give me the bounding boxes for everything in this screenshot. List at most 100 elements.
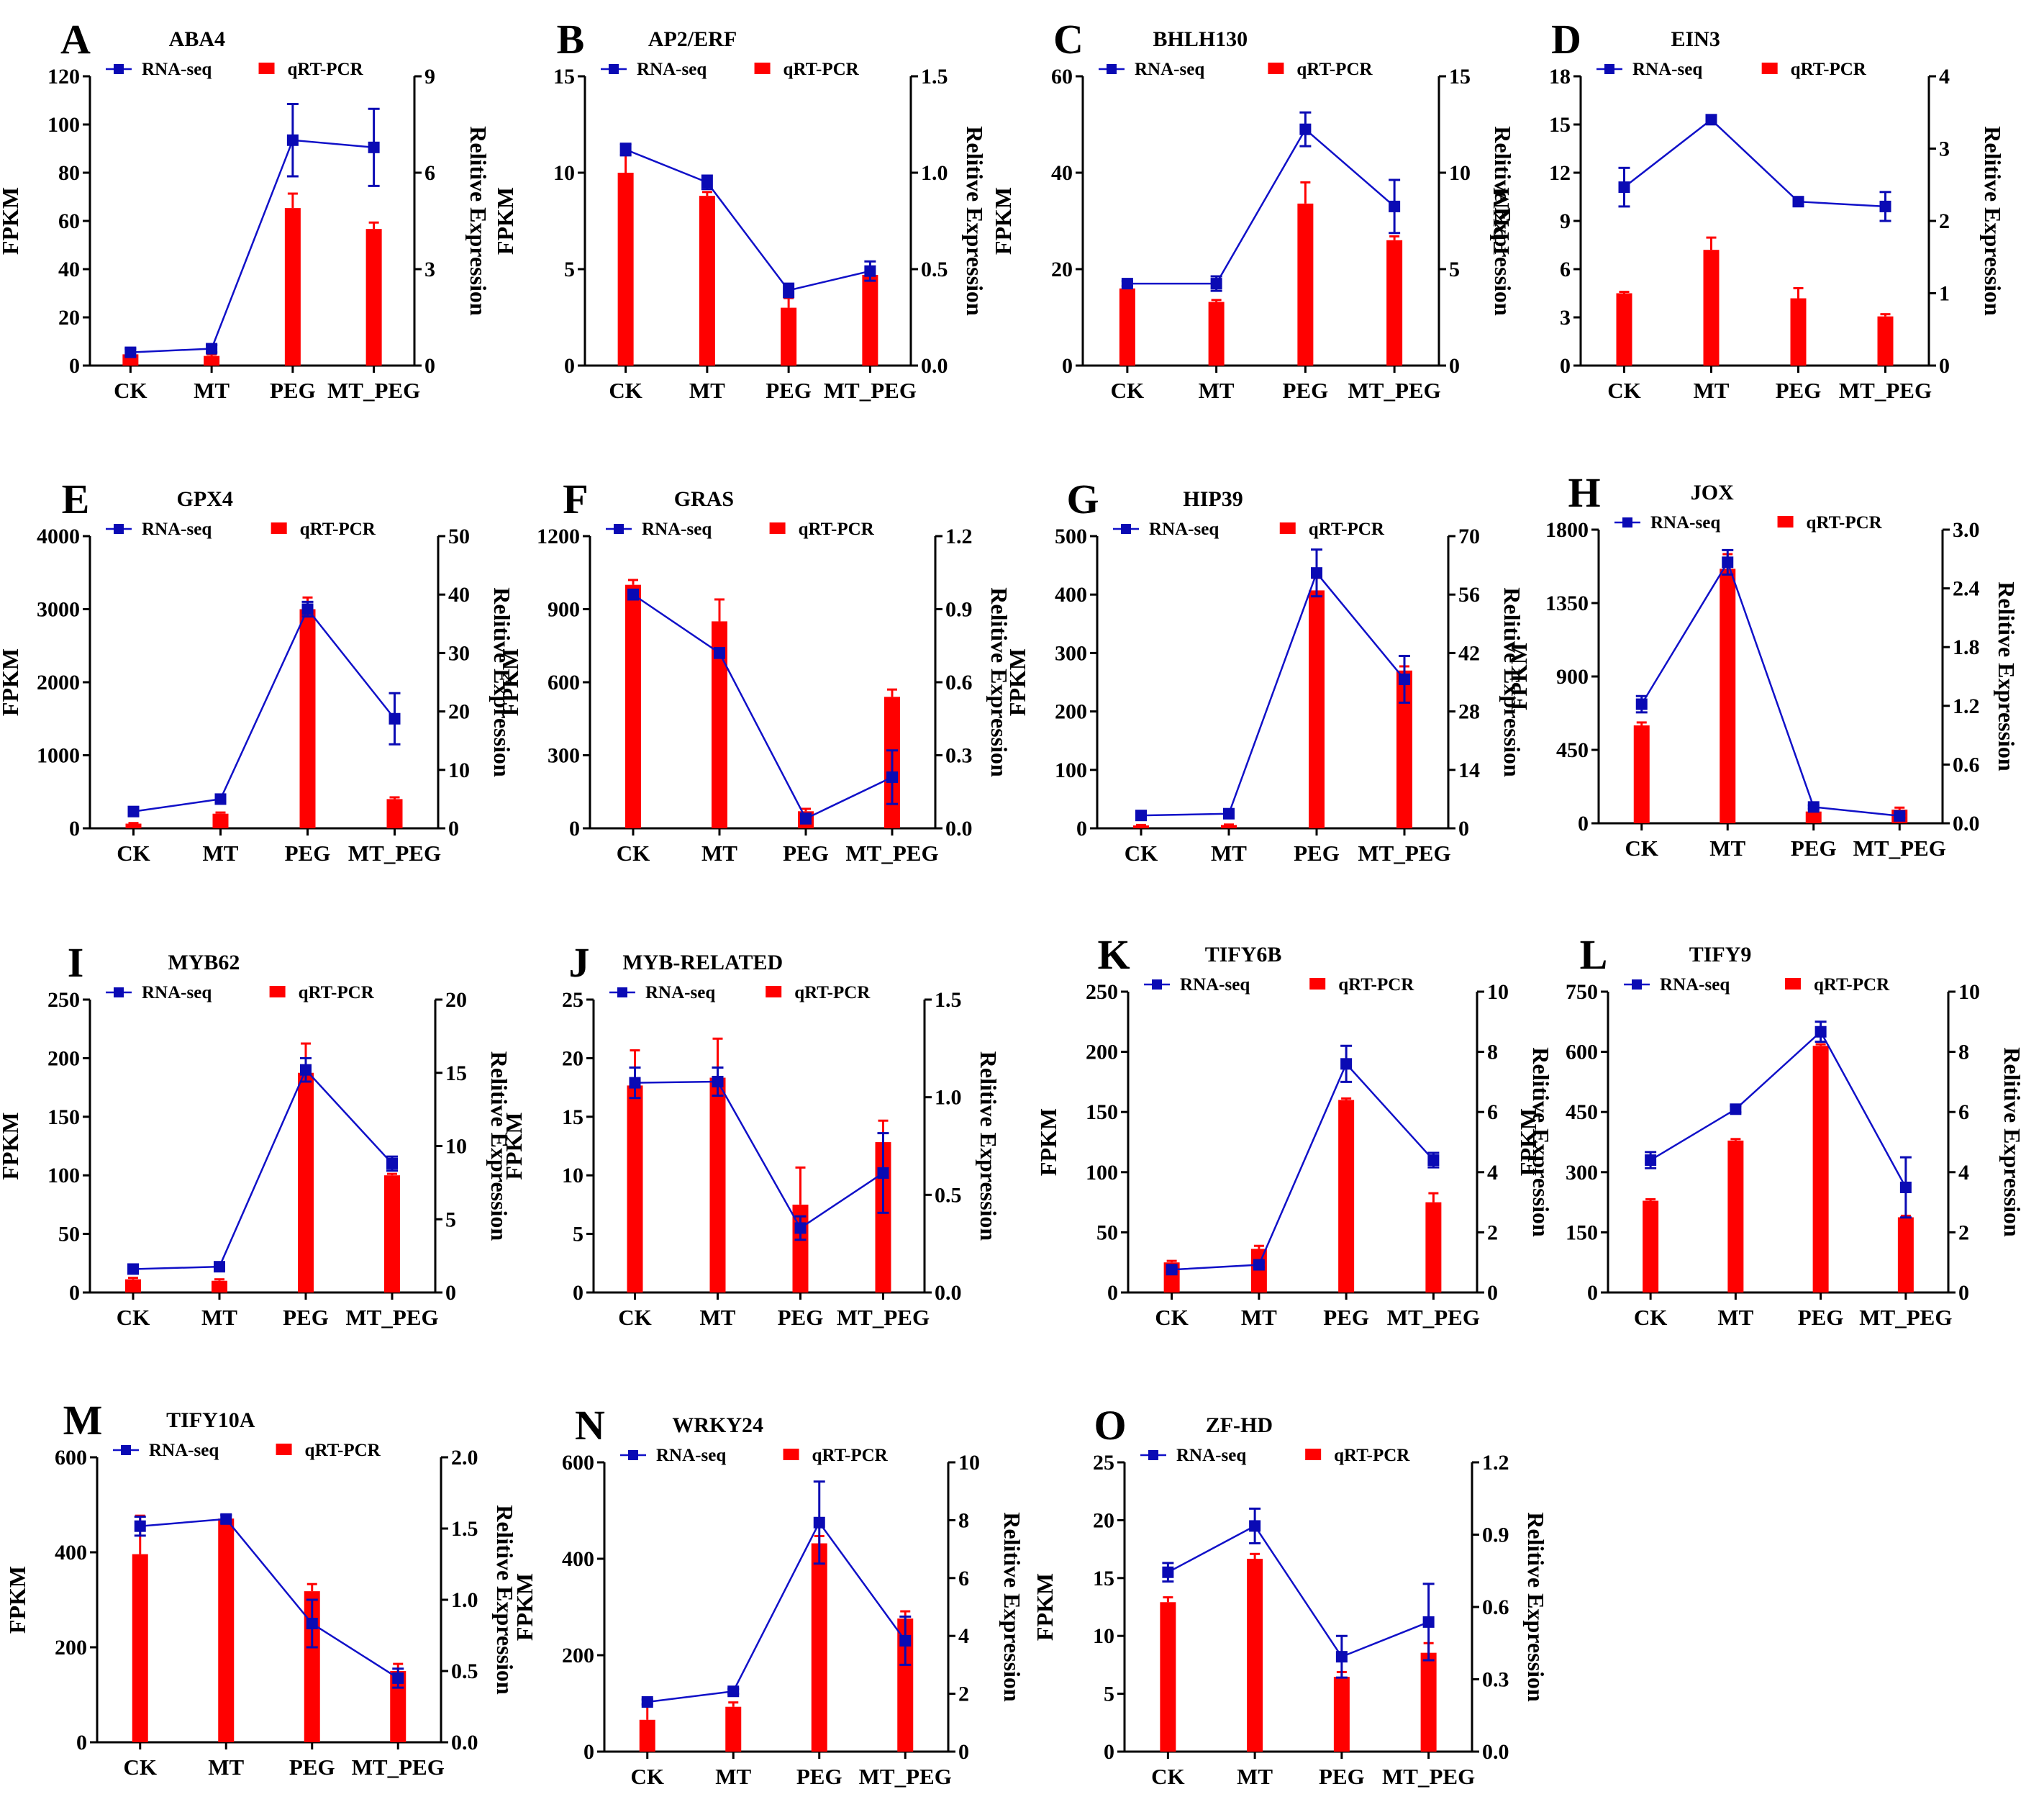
legend-bar-swatch xyxy=(258,63,275,74)
data-point xyxy=(712,1075,724,1087)
right-tick-label: 1.2 xyxy=(1953,694,1980,718)
x-tick-label: MT_PEG xyxy=(1382,1764,1475,1789)
bar xyxy=(125,1279,141,1292)
chart-title: BHLH130 xyxy=(1153,27,1248,51)
x-tick-label: MT_PEG xyxy=(824,378,917,403)
right-tick-label: 0.5 xyxy=(921,258,948,281)
x-tick-label: CK xyxy=(124,1755,158,1780)
legend-marker-swatch xyxy=(114,524,124,534)
series-line xyxy=(1640,560,1900,818)
y-axis-label-right: Relitive Expression xyxy=(1490,126,1516,316)
data-point xyxy=(1722,556,1734,569)
data-point xyxy=(286,134,299,146)
chart-title: MYB-RELATED xyxy=(622,951,783,974)
legend-label-qrt-pcr: qRT-PCR xyxy=(300,520,376,539)
left-tick-label: 200 xyxy=(55,1636,87,1660)
left-tick-label: 600 xyxy=(562,1451,594,1475)
right-tick-label: 0.0 xyxy=(1482,1740,1509,1764)
right-tick-label: 0 xyxy=(1458,817,1469,841)
data-point xyxy=(206,343,218,355)
x-tick-label: CK xyxy=(1625,836,1659,861)
left-tick-label: 0 xyxy=(69,817,80,841)
legend-bar-swatch xyxy=(271,522,287,534)
left-tick-label: 10 xyxy=(553,161,575,185)
data-point xyxy=(1792,196,1804,208)
data-point xyxy=(1879,200,1891,212)
x-tick-label: MT xyxy=(208,1755,244,1780)
chart-title: JOX xyxy=(1691,481,1734,504)
bar xyxy=(1160,1602,1176,1752)
right-tick-label: 0 xyxy=(1449,354,1460,378)
data-point xyxy=(619,143,632,155)
bar xyxy=(1309,590,1325,828)
right-tick-label: 0.9 xyxy=(1482,1523,1509,1547)
legend-marker-swatch xyxy=(609,64,619,74)
right-tick-label: 10 xyxy=(448,759,470,782)
y-axis-label-left: FPKM xyxy=(492,187,518,255)
chart-title: GRAS xyxy=(674,487,734,511)
panel-letter: I xyxy=(68,939,84,986)
right-tick-label: 1.2 xyxy=(945,525,973,548)
data-point xyxy=(886,771,898,783)
left-tick-label: 15 xyxy=(1093,1567,1114,1590)
series-line xyxy=(1167,1524,1430,1658)
right-tick-label: 0.3 xyxy=(945,744,973,768)
legend-bar-swatch xyxy=(783,1449,799,1460)
right-tick-label: 20 xyxy=(445,988,467,1012)
series-line xyxy=(133,607,396,812)
bar xyxy=(625,584,641,828)
bar xyxy=(212,1280,227,1292)
data-point xyxy=(1399,673,1410,685)
left-tick-label: 200 xyxy=(47,1046,80,1070)
legend-label-qrt-pcr: qRT-PCR xyxy=(783,60,860,79)
right-tick-label: 1 xyxy=(1939,282,1950,306)
bar xyxy=(204,356,220,366)
right-tick-label: 3 xyxy=(424,258,435,281)
chart-wrky24: N WRKY24 0 200 400 600 0 2 4 6 8 10 CK MT PEG MT_PEG FPK… xyxy=(512,1402,1025,1789)
x-tick-label: CK xyxy=(1125,841,1158,866)
series-line xyxy=(635,1080,884,1230)
bar xyxy=(1420,1652,1437,1752)
data-point xyxy=(368,141,380,153)
data-point xyxy=(301,603,314,615)
chart-title: EIN3 xyxy=(1671,27,1720,51)
x-tick-label: MT xyxy=(1199,378,1235,403)
x-tick-label: MT xyxy=(1717,1305,1753,1330)
legend-label-rna-seq: RNA-seq xyxy=(1632,60,1702,79)
right-tick-label: 0.0 xyxy=(945,817,973,841)
y-axis-label-left: FPKM xyxy=(4,1566,30,1634)
legend-bar-swatch xyxy=(1309,978,1326,990)
chart-title: HIP39 xyxy=(1183,487,1243,511)
legend-label-rna-seq: RNA-seq xyxy=(1180,975,1250,995)
right-tick-label: 6 xyxy=(424,161,435,185)
left-tick-label: 0 xyxy=(583,1740,594,1764)
legend-bar-swatch xyxy=(1279,522,1296,534)
data-point xyxy=(1730,1103,1742,1115)
bar xyxy=(1897,1217,1914,1292)
bar xyxy=(725,1706,742,1752)
right-tick-label: 1.0 xyxy=(921,161,948,185)
right-tick-label: 10 xyxy=(1487,980,1509,1004)
x-tick-label: CK xyxy=(117,1305,150,1330)
bar xyxy=(1119,288,1135,366)
bar xyxy=(298,1072,314,1292)
left-tick-label: 600 xyxy=(55,1446,87,1470)
legend-label-qrt-pcr: qRT-PCR xyxy=(1791,60,1867,79)
left-tick-label: 500 xyxy=(1055,525,1087,548)
left-tick-label: 10 xyxy=(1093,1624,1114,1648)
bar xyxy=(781,307,797,366)
bar xyxy=(1396,670,1412,828)
left-tick-label: 6 xyxy=(1560,258,1571,281)
right-tick-label: 0 xyxy=(445,1281,456,1305)
y-axis-label-left: FPKM xyxy=(1506,643,1532,710)
y-axis-label-right: Relitive Expression xyxy=(1999,1047,2025,1237)
bar xyxy=(386,799,403,828)
data-point xyxy=(1807,801,1820,813)
legend-bar-swatch xyxy=(766,986,782,997)
legend-label-rna-seq: RNA-seq xyxy=(642,520,712,539)
x-tick-label: MT xyxy=(689,378,725,403)
x-tick-label: PEG xyxy=(1798,1305,1844,1330)
y-axis-label-right: Relitive Expression xyxy=(1994,581,2020,771)
bar xyxy=(1338,1100,1355,1292)
data-point xyxy=(1335,1651,1348,1663)
